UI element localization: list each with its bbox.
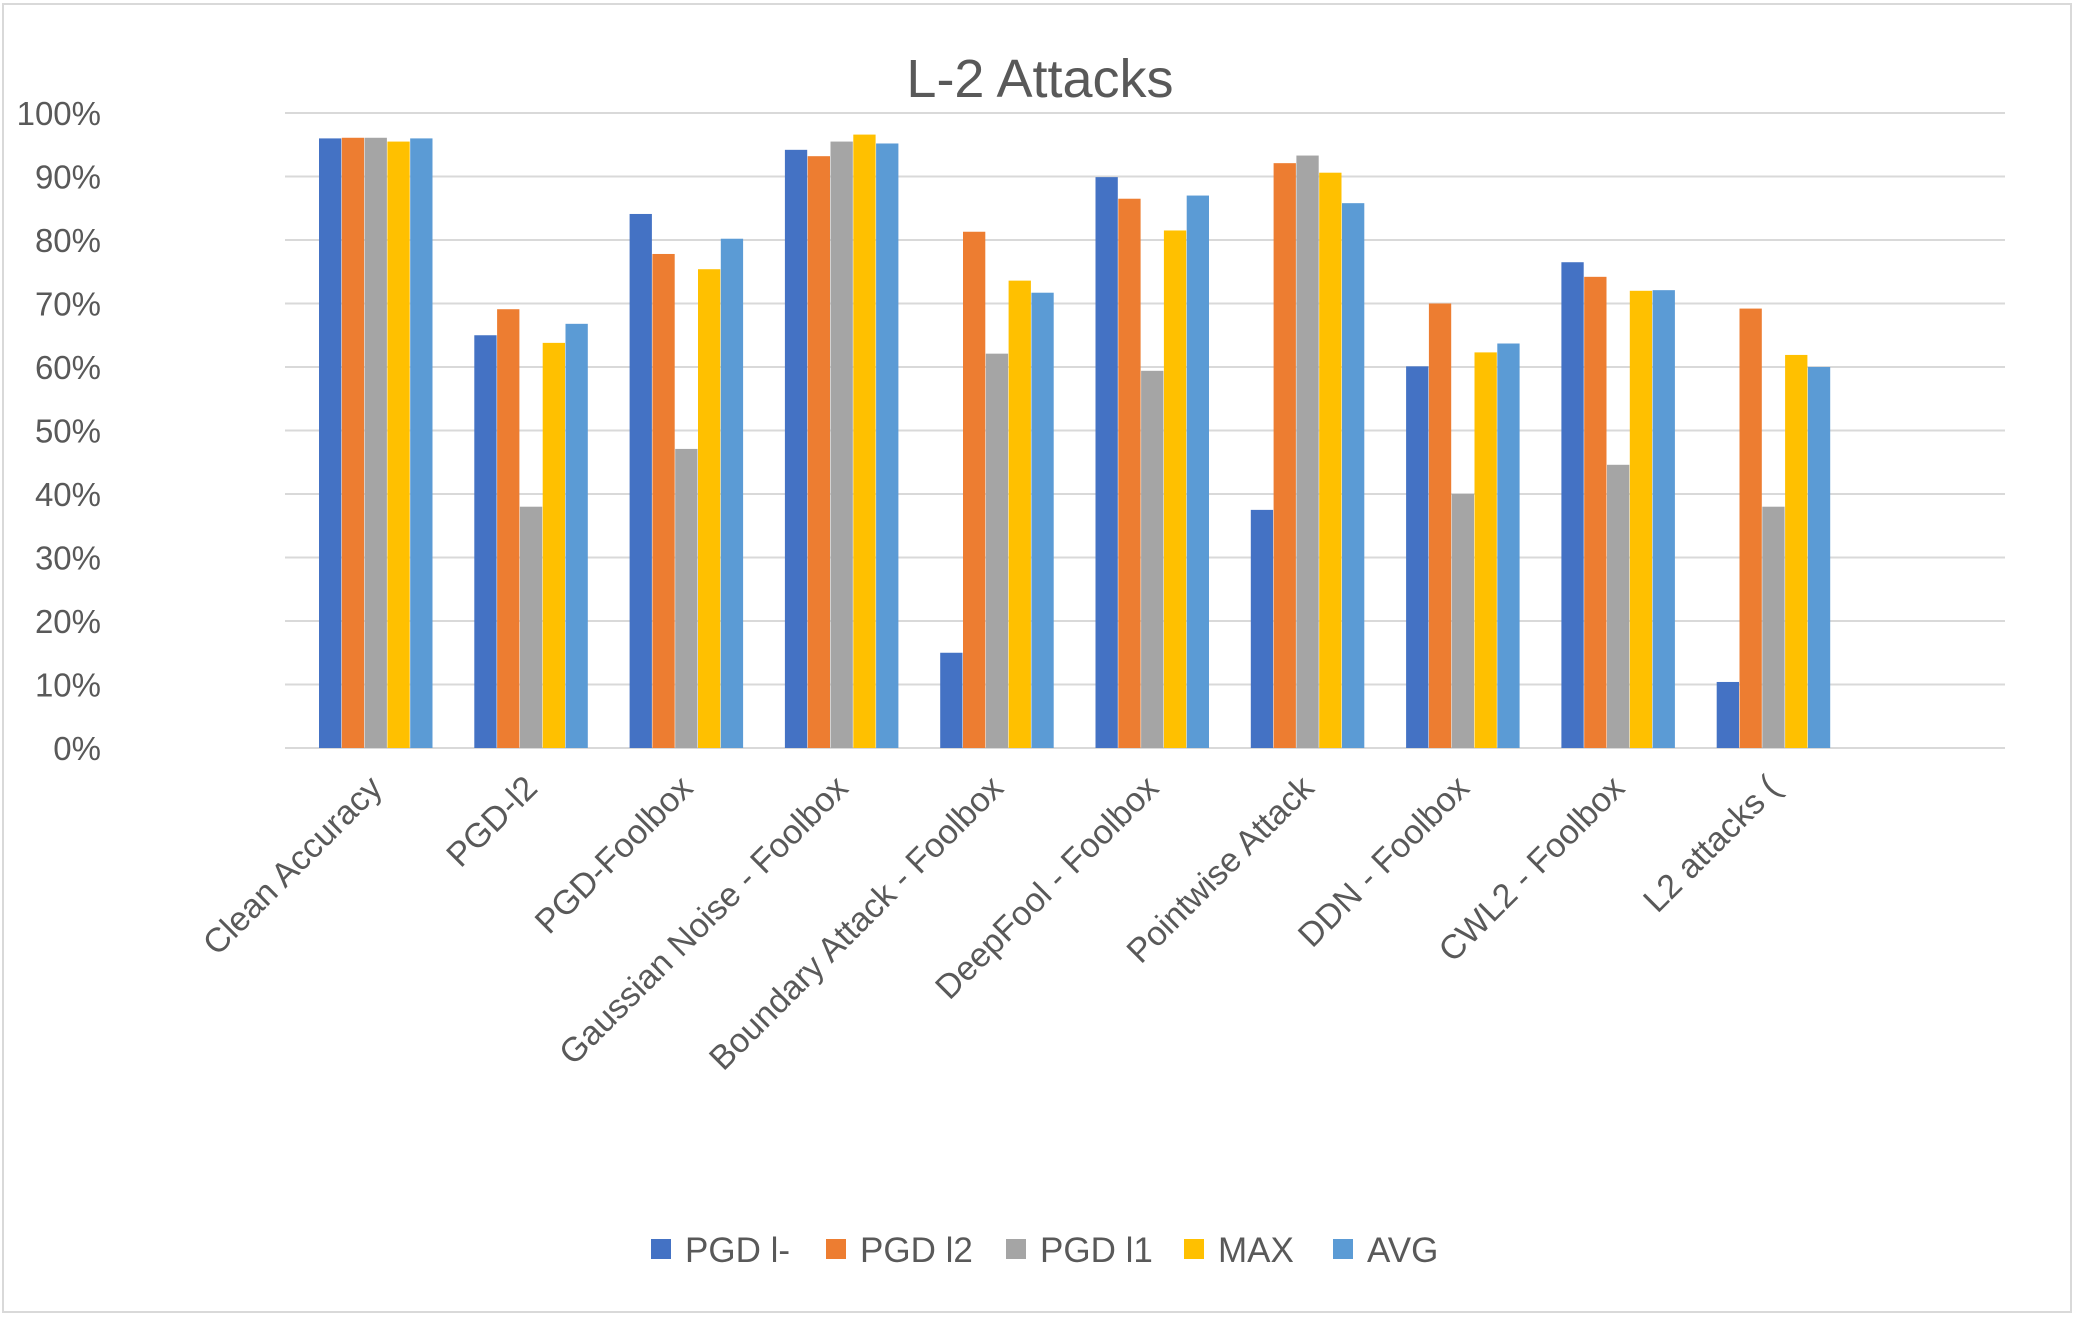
bar-avg-5 [1186, 195, 1209, 749]
y-tick-label: 30% [35, 540, 101, 577]
y-tick-label: 80% [35, 222, 101, 259]
bar-pgd-l1-5 [1141, 370, 1164, 748]
x-category-label: L2 attacks ( [1636, 768, 1788, 920]
bar-max-6 [1319, 172, 1342, 748]
legend-label: MAX [1218, 1231, 1294, 1270]
bar-pgd-l2-2 [652, 253, 675, 748]
bar-pgd-l1-4 [985, 353, 1009, 748]
legend-swatch [651, 1239, 671, 1259]
x-category-label: Gaussian Noise - Foolbox [552, 769, 855, 1072]
bar-pgd-l1-9 [1762, 506, 1785, 748]
bar-max-0 [387, 141, 410, 748]
y-tick-label: 0% [53, 730, 101, 767]
bar-pgd-l2-8 [1584, 276, 1607, 748]
bar-avg-6 [1342, 203, 1365, 749]
bar-max-5 [1163, 230, 1187, 749]
y-tick-label: 20% [35, 603, 101, 640]
legend-swatch [1184, 1239, 1204, 1259]
bar-pgd-l2-6 [1273, 163, 1296, 749]
legend-swatch [1006, 1239, 1026, 1259]
bar-pgd-l--5 [1095, 177, 1118, 748]
bar-max-8 [1629, 290, 1653, 748]
bar-avg-4 [1031, 292, 1054, 748]
legend-label: AVG [1367, 1231, 1438, 1270]
legend: PGD l- PGD l2 PGD l1 MAX AVG [651, 1231, 1438, 1270]
bar-pgd-l1-7 [1451, 494, 1474, 748]
bar-avg-7 [1497, 343, 1520, 748]
y-tick-label: 90% [35, 159, 101, 196]
bar-pgd-l1-2 [675, 448, 698, 748]
bar-avg-1 [565, 323, 588, 748]
bar-max-7 [1474, 352, 1497, 748]
y-tick-label: 70% [35, 286, 101, 323]
bar-max-3 [853, 134, 876, 749]
y-tick-label: 60% [35, 349, 101, 386]
bars [319, 134, 1831, 749]
x-category-label: PGD-Foolbox [528, 769, 701, 942]
bar-pgd-l1-0 [364, 137, 387, 748]
bar-pgd-l2-3 [807, 156, 830, 748]
bar-max-2 [698, 269, 721, 748]
bar-pgd-l--1 [474, 335, 497, 748]
bar-max-4 [1008, 280, 1031, 748]
legend-label: PGD l2 [860, 1231, 973, 1270]
bar-pgd-l1-3 [830, 141, 853, 748]
x-category-label: PGD-l2 [439, 769, 545, 875]
bar-pgd-l1-1 [519, 506, 543, 748]
bar-avg-8 [1652, 290, 1675, 748]
bar-pgd-l--8 [1561, 262, 1584, 748]
y-tick-label: 50% [35, 413, 101, 450]
y-tick-label: 10% [35, 667, 101, 704]
bar-pgd-l1-6 [1296, 155, 1319, 749]
legend-label: PGD l- [685, 1231, 790, 1270]
x-category-label: Boundary Attack - Foolbox [702, 769, 1011, 1078]
bar-max-9 [1785, 354, 1808, 748]
bar-pgd-l2-7 [1428, 303, 1452, 748]
bar-avg-0 [410, 138, 433, 748]
legend-label: PGD l1 [1040, 1231, 1153, 1270]
bar-pgd-l--4 [940, 652, 963, 748]
y-tick-label: 40% [35, 476, 101, 513]
y-tick-label: 100% [17, 95, 101, 132]
bar-pgd-l2-0 [341, 137, 365, 748]
bar-pgd-l--0 [319, 138, 342, 748]
legend-swatch [826, 1239, 846, 1259]
bar-max-1 [542, 342, 565, 748]
bar-pgd-l--2 [629, 213, 652, 749]
bar-pgd-l--3 [784, 149, 808, 748]
x-category-label: Clean Accuracy [196, 769, 390, 963]
bar-avg-3 [876, 143, 899, 749]
legend-swatch [1333, 1239, 1353, 1259]
bar-avg-9 [1807, 367, 1831, 748]
x-axis-category-labels: Clean Accuracy PGD-l2PGD-FoolboxGaussian … [196, 768, 1788, 1078]
bar-pgd-l--7 [1406, 366, 1429, 748]
bar-avg-2 [720, 238, 744, 749]
bar-pgd-l--9 [1716, 681, 1739, 748]
bar-pgd-l2-9 [1739, 308, 1762, 748]
chart-title: L-2 Attacks [906, 49, 1173, 109]
bar-pgd-l2-5 [1118, 198, 1141, 749]
y-axis-tick-labels: 0% 10% 20% 30% 40% 50% 60% 70% 80% 90% 100% [17, 95, 101, 767]
bar-pgd-l2-4 [963, 231, 986, 748]
bar-pgd-l1-8 [1607, 464, 1630, 748]
bar-pgd-l--6 [1250, 509, 1274, 748]
bar-pgd-l2-1 [497, 309, 520, 748]
